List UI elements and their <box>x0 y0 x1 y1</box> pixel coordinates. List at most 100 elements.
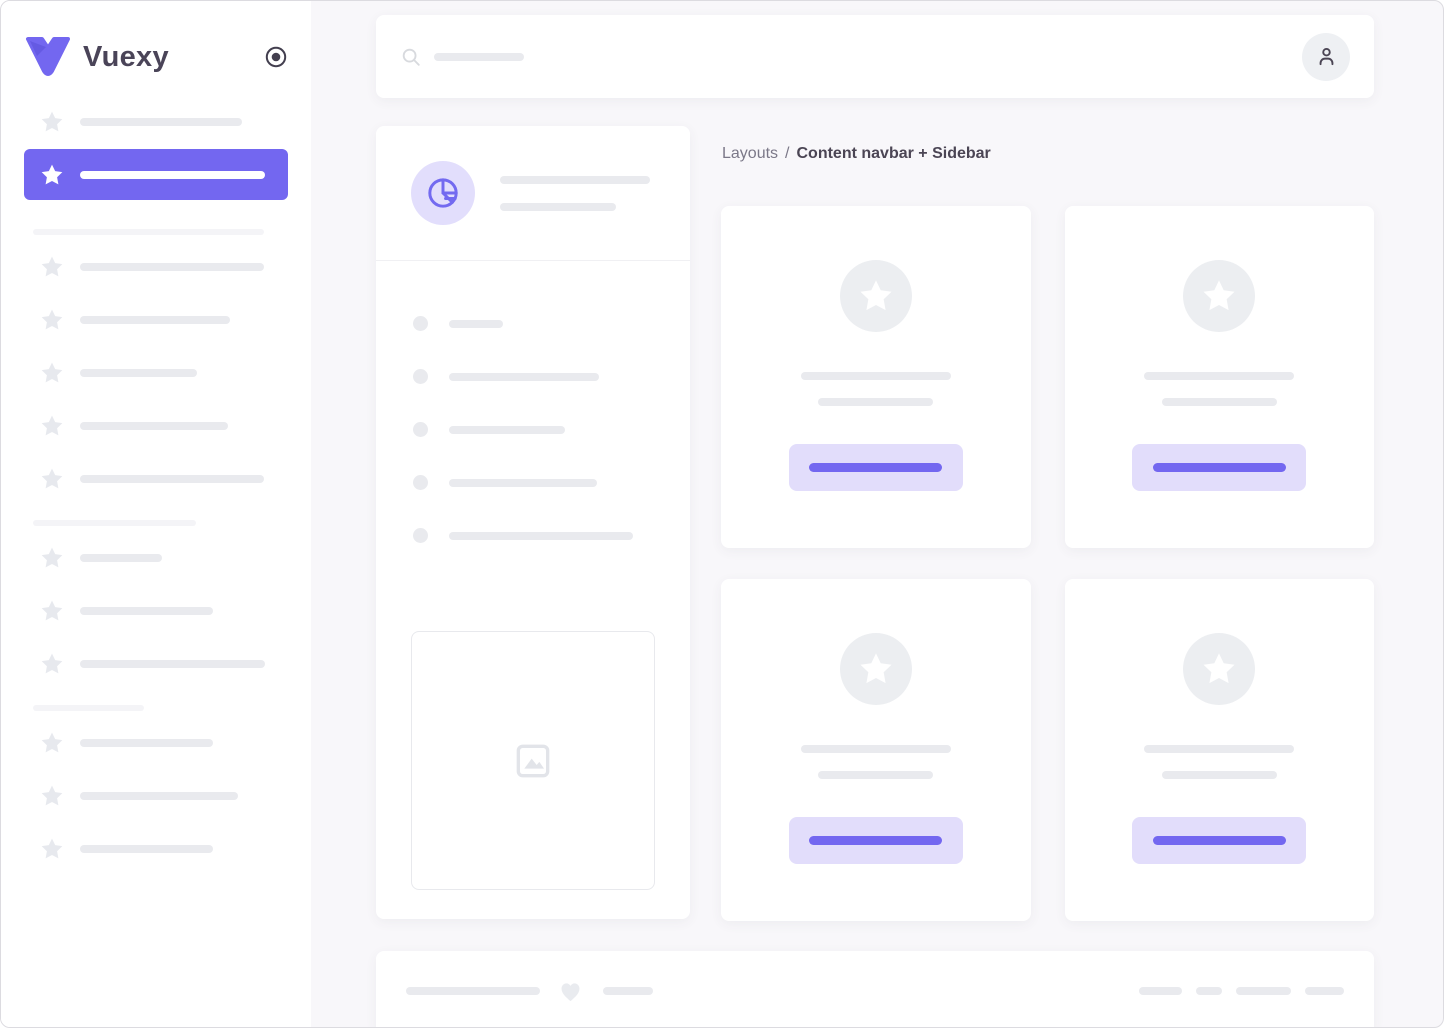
nav-group-header <box>33 520 196 526</box>
nav-item-label-bar <box>80 739 213 747</box>
list-item-dot <box>413 528 428 543</box>
button-label-bar <box>809 836 943 845</box>
star-badge <box>839 633 912 705</box>
nav-item-label-bar <box>80 263 264 271</box>
user-icon <box>1319 47 1333 66</box>
nav-item-label-bar <box>80 316 230 324</box>
list-item[interactable] <box>413 316 690 331</box>
pie-chart-icon <box>428 178 458 208</box>
list-item-bar <box>449 425 565 434</box>
footer-link-bar[interactable] <box>1236 987 1291 995</box>
star-icon <box>41 164 63 184</box>
content-card <box>721 206 1031 548</box>
card-action-button[interactable] <box>788 817 963 864</box>
star-icon <box>41 309 63 330</box>
star-badge <box>1183 260 1256 332</box>
nav-item-label-bar <box>80 845 213 853</box>
sidebar-item[interactable] <box>24 467 288 491</box>
nav-item-label-bar <box>80 118 242 126</box>
sidebar-item[interactable] <box>24 731 288 755</box>
star-icon <box>41 732 63 753</box>
list-item-bar <box>449 372 599 381</box>
footer-card <box>376 951 1374 1027</box>
content-row: Layouts / Content navbar + Sidebar <box>376 126 1374 921</box>
nav-item-label-bar <box>80 792 238 800</box>
footer-bar <box>603 987 653 995</box>
nav-item-label-bar <box>80 369 197 377</box>
list-item-bar <box>449 319 503 328</box>
star-icon <box>41 362 63 383</box>
pie-chart-badge <box>411 161 475 225</box>
sidebar-item[interactable] <box>24 652 288 676</box>
star-icon <box>860 280 892 311</box>
star-icon <box>41 547 63 568</box>
heart-icon <box>561 982 580 1001</box>
panel-list <box>376 261 690 543</box>
nav-item-label-bar <box>80 422 228 430</box>
sidebar-item[interactable] <box>24 255 288 279</box>
footer-link-bar[interactable] <box>1305 987 1344 995</box>
footer-link-bar[interactable] <box>1139 987 1182 995</box>
nav-item-label-bar <box>80 660 265 668</box>
nav-item-label-bar <box>80 554 162 562</box>
panel-title-bar <box>500 175 650 184</box>
list-item[interactable] <box>413 528 690 543</box>
list-item[interactable] <box>413 369 690 384</box>
user-avatar-button[interactable] <box>1302 32 1350 81</box>
card-subtitle-bar <box>818 771 934 779</box>
star-icon <box>41 468 63 489</box>
star-icon <box>41 256 63 277</box>
star-badge <box>839 260 912 332</box>
search-icon[interactable] <box>400 46 422 68</box>
sidebar-item[interactable] <box>24 308 288 332</box>
nav-group-header <box>33 705 144 711</box>
list-item[interactable] <box>413 422 690 437</box>
sidebar-item-active[interactable] <box>24 149 288 200</box>
panel-header-bars <box>500 175 650 211</box>
sidebar-item[interactable] <box>24 546 288 570</box>
nav-item-label-bar <box>80 475 264 483</box>
button-label-bar <box>1152 836 1286 845</box>
side-panel-card <box>376 126 690 919</box>
breadcrumb-separator: / <box>785 145 790 162</box>
nav-item-label-bar <box>80 170 265 179</box>
card-title-bar <box>800 372 951 380</box>
sidebar-item[interactable] <box>24 784 288 808</box>
sidebar-item[interactable] <box>24 599 288 623</box>
list-item[interactable] <box>413 475 690 490</box>
breadcrumb: Layouts / Content navbar + Sidebar <box>722 141 1374 167</box>
app-logo-text: Vuexy <box>83 40 169 73</box>
cards-grid <box>721 206 1374 921</box>
sidebar-item[interactable] <box>24 110 288 134</box>
nav-item-label-bar <box>80 607 213 615</box>
star-icon <box>1203 280 1235 311</box>
breadcrumb-current: Content navbar + Sidebar <box>796 145 991 162</box>
footer-links <box>1139 987 1344 995</box>
nav-group-header <box>33 229 264 235</box>
top-navbar <box>376 15 1374 98</box>
button-label-bar <box>809 463 943 472</box>
card-action-button[interactable] <box>788 444 963 491</box>
list-item-bar <box>449 531 633 540</box>
star-icon <box>1203 653 1235 684</box>
sidebar-item[interactable] <box>24 361 288 385</box>
sidebar-header: Vuexy <box>24 1 288 83</box>
star-icon <box>41 415 63 436</box>
breadcrumb-section[interactable]: Layouts <box>722 145 779 162</box>
sidebar-item[interactable] <box>24 837 288 861</box>
card-subtitle-bar <box>818 398 934 406</box>
card-action-button[interactable] <box>1132 817 1307 864</box>
footer-link-bar[interactable] <box>1196 987 1222 995</box>
star-icon <box>41 785 63 806</box>
image-placeholder <box>411 631 655 890</box>
list-item-dot <box>413 422 428 437</box>
button-label-bar <box>1152 463 1286 472</box>
panel-title-bar <box>500 202 616 211</box>
card-action-button[interactable] <box>1132 444 1307 491</box>
search-input-placeholder[interactable] <box>434 52 524 61</box>
sidebar-item[interactable] <box>24 414 288 438</box>
card-subtitle-bar <box>1161 398 1277 406</box>
right-column: Layouts / Content navbar + Sidebar <box>721 126 1374 921</box>
sidebar-pin-toggle-icon[interactable] <box>264 45 288 69</box>
